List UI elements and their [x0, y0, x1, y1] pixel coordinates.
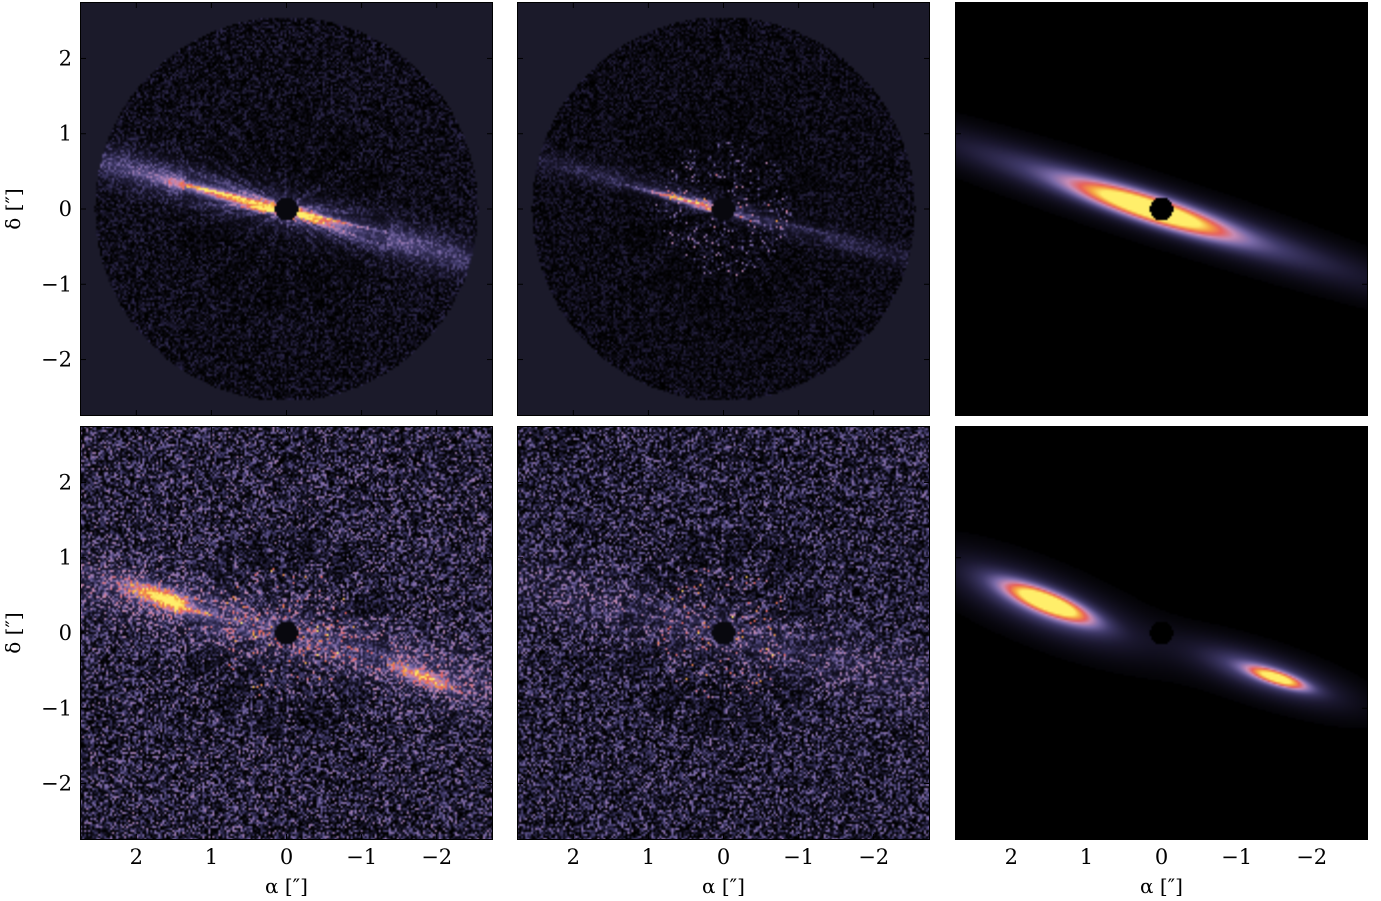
x-tick-label: 2	[567, 845, 580, 869]
panel-image-r0-c0	[80, 2, 493, 416]
y-tick-label: 1	[59, 546, 72, 570]
panel-image-r0-c1	[517, 2, 930, 416]
x-tick-label: 0	[717, 845, 730, 869]
x-axis-label: α [″]	[265, 874, 308, 898]
x-tick-label: 1	[642, 845, 655, 869]
panel-image-r1-c2	[955, 426, 1368, 840]
x-tick-label: −2	[1296, 845, 1327, 869]
x-tick-label: −1	[346, 845, 377, 869]
y-axis-label: δ [″]	[1, 612, 25, 653]
x-tick-label: 0	[280, 845, 293, 869]
x-tick-label: 0	[1155, 845, 1168, 869]
y-axis-label: δ [″]	[1, 188, 25, 229]
x-tick-label: 2	[130, 845, 143, 869]
y-tick-label: 0	[59, 197, 72, 221]
y-tick-label: 1	[59, 122, 72, 146]
y-tick-label: −1	[41, 272, 72, 296]
y-tick-label: −1	[41, 696, 72, 720]
x-tick-label: −2	[858, 845, 889, 869]
x-axis-label: α [″]	[1140, 874, 1183, 898]
y-tick-label: −2	[41, 348, 72, 372]
y-tick-label: 2	[59, 46, 72, 70]
y-tick-label: 0	[59, 621, 72, 645]
panel-image-r0-c2	[955, 2, 1368, 416]
panel-image-r1-c1	[517, 426, 930, 840]
x-tick-label: 1	[1080, 845, 1093, 869]
x-tick-label: 2	[1005, 845, 1018, 869]
x-tick-label: −1	[783, 845, 814, 869]
x-axis-label: α [″]	[702, 874, 745, 898]
y-tick-label: −2	[41, 772, 72, 796]
x-tick-label: −2	[421, 845, 452, 869]
panel-image-r1-c0	[80, 426, 493, 840]
x-tick-label: 1	[205, 845, 218, 869]
y-tick-label: 2	[59, 470, 72, 494]
x-tick-label: −1	[1221, 845, 1252, 869]
